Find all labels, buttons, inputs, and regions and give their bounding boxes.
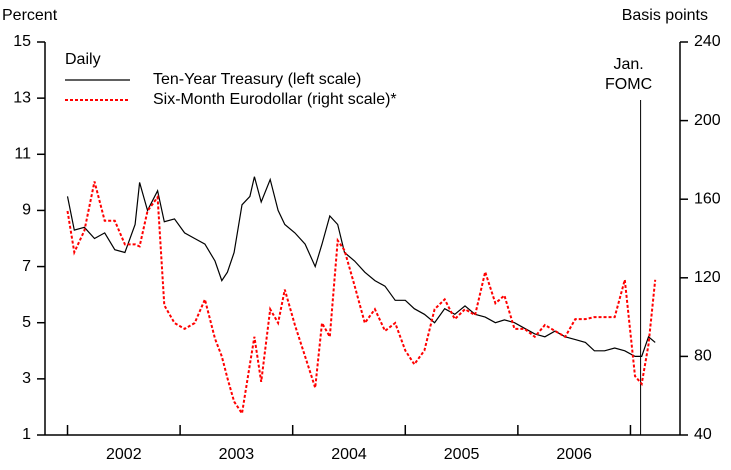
x-tick-label: 2005 [444,446,480,463]
y-tick-label: 1 [22,426,31,443]
y-tick-label: 7 [22,258,31,275]
y-tick-label: 13 [13,89,31,106]
x-tick-label: 2004 [331,446,367,463]
annotation: FOMC [605,76,652,93]
y-tick-label: 15 [13,33,31,50]
legend-label: Six-Month Eurodollar (right scale)* [153,91,397,108]
y2-tick-label: 40 [694,426,712,443]
y-tick-label: 5 [22,314,31,331]
y2-axis-title: Basis points [622,7,708,24]
y2-tick-label: 80 [694,348,712,365]
y2-tick-label: 120 [694,269,721,286]
legend-label: Ten-Year Treasury (left scale) [153,71,361,88]
y-axis-title: Percent [2,7,58,24]
y2-tick-label: 200 [694,112,721,129]
x-tick-label: 2002 [106,446,142,463]
y-tick-label: 11 [14,146,31,163]
series-line [66,176,656,357]
y-tick-label: 3 [22,370,31,387]
x-tick-label: 2006 [556,446,592,463]
x-tick-label: 2003 [219,446,255,463]
y-tick-label: 9 [22,202,31,219]
legend-title: Daily [65,51,101,68]
y2-tick-label: 240 [694,33,721,50]
y2-tick-label: 160 [694,190,721,207]
annotation: Jan. [613,56,643,73]
series-line [66,181,657,417]
